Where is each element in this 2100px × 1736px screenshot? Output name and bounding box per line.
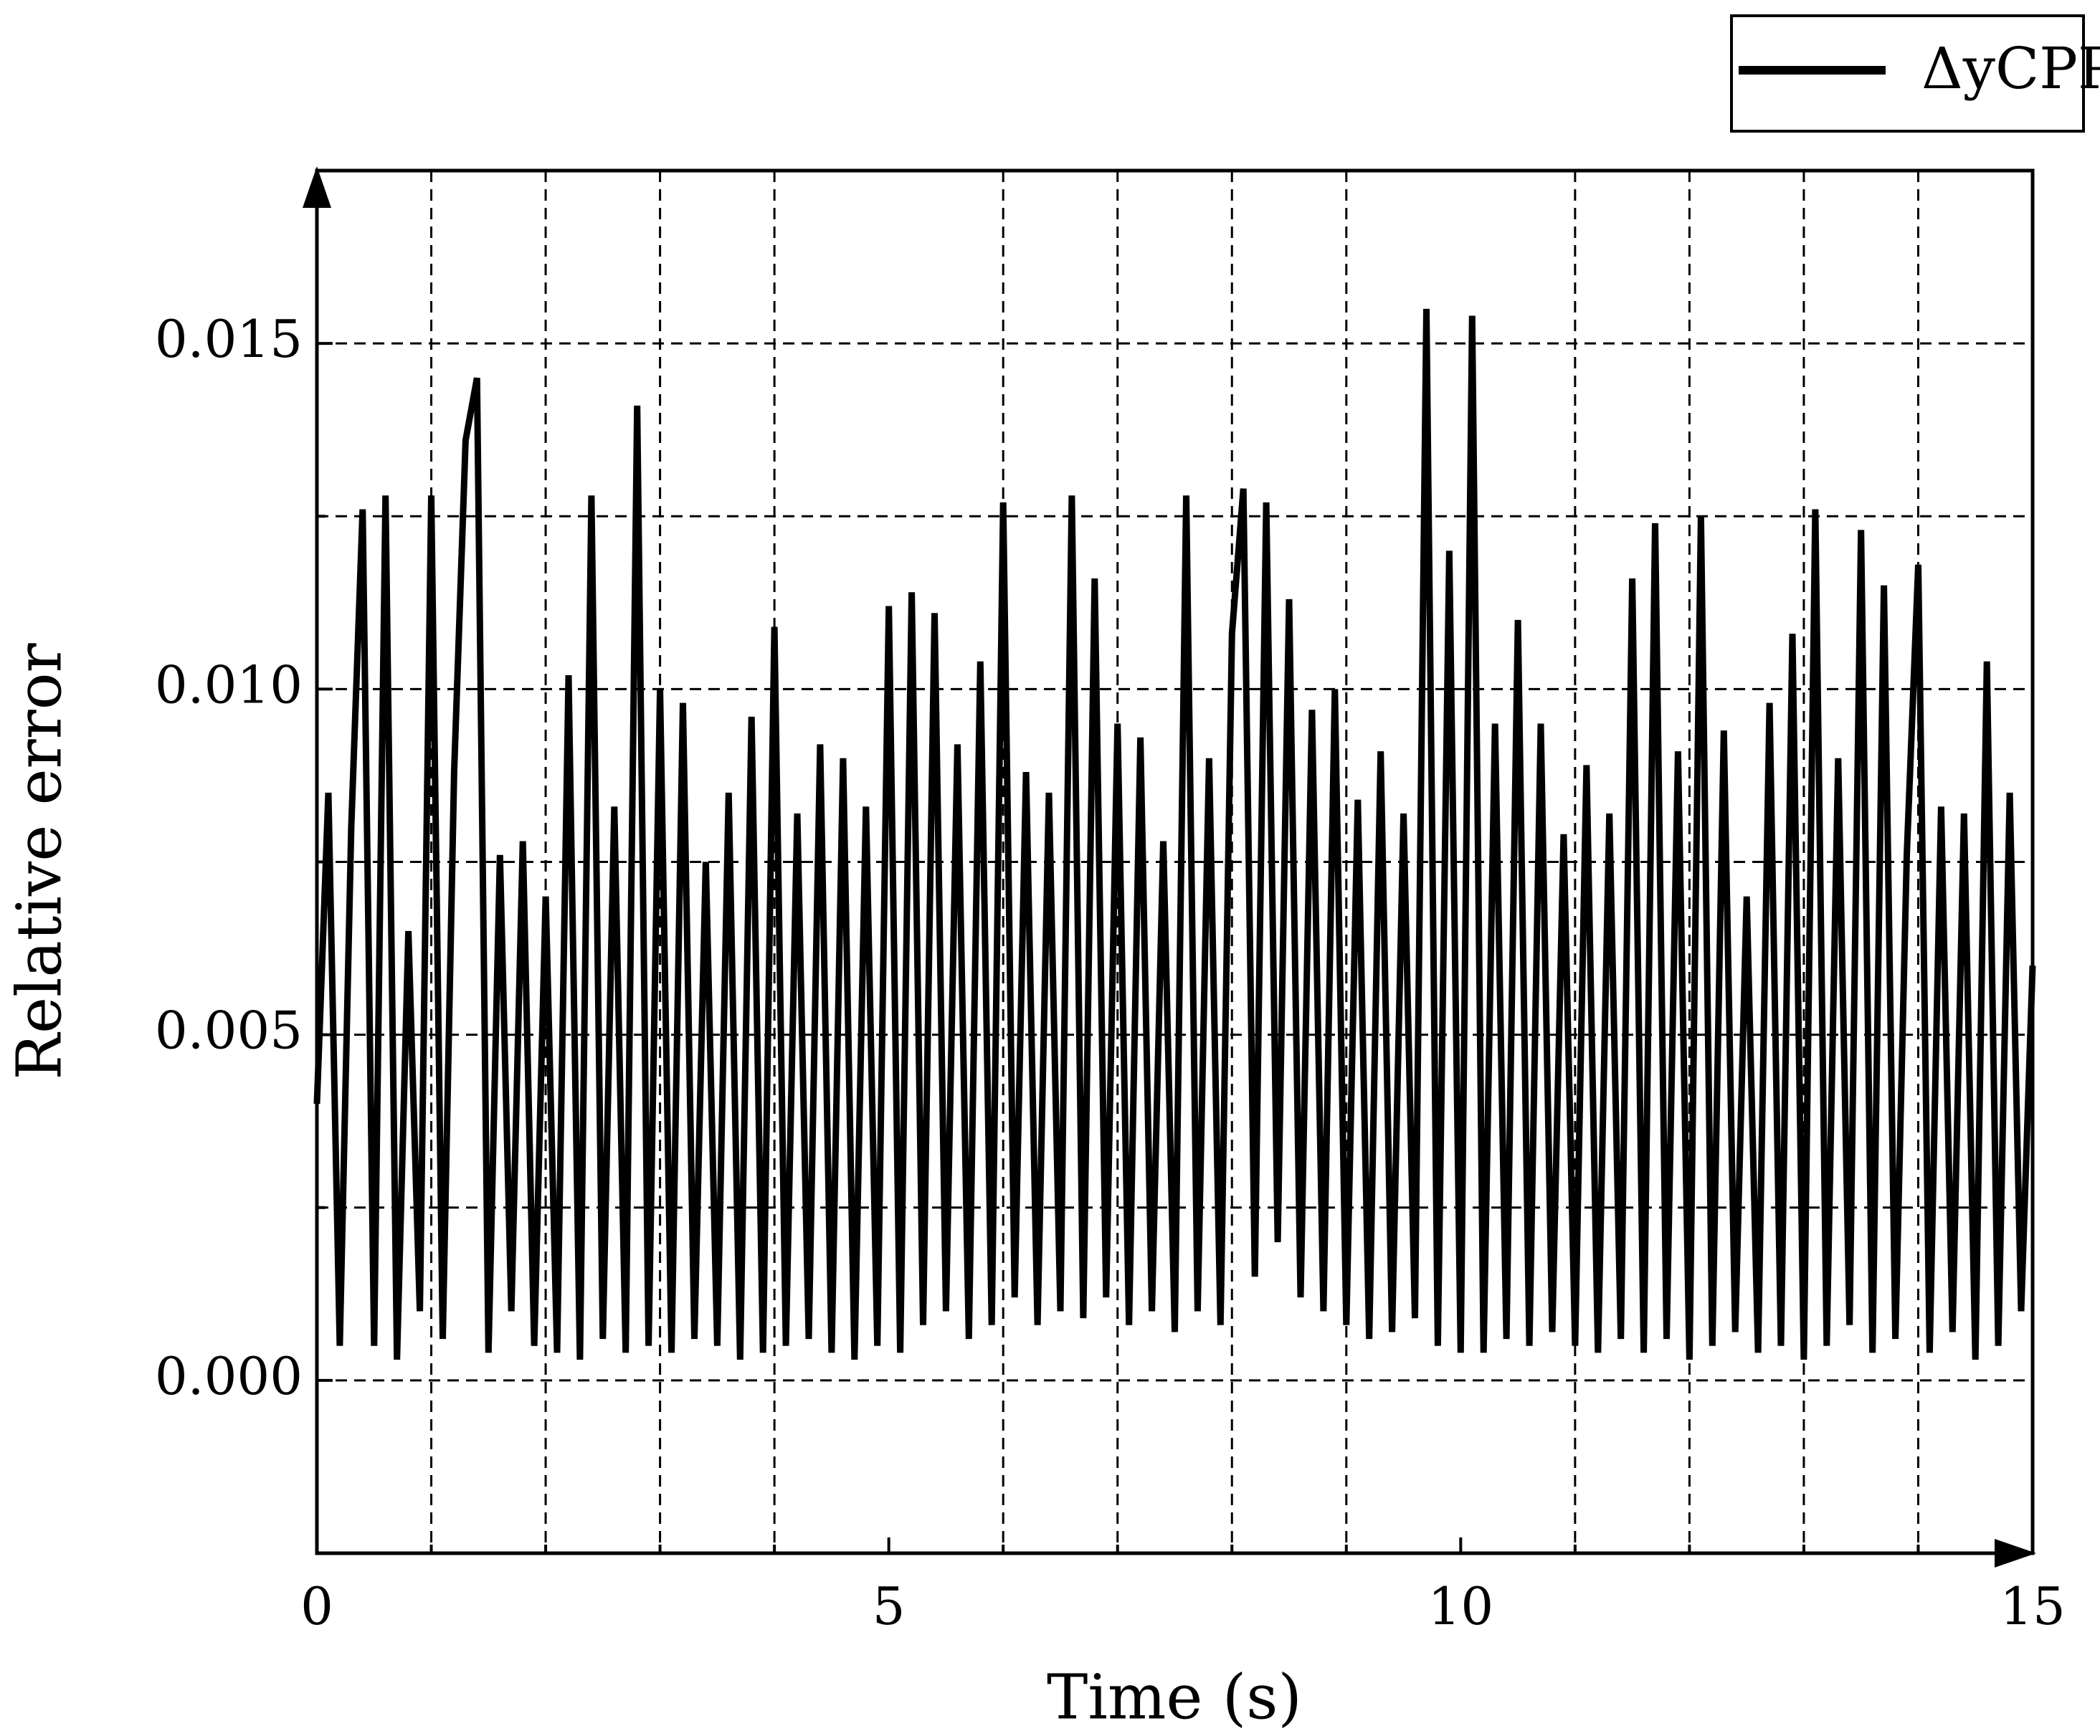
x-tick-label: 15 [2000, 1576, 2066, 1636]
grid [317, 171, 2033, 1553]
data-line [313, 308, 2036, 1360]
x-axis-arrow [1995, 1539, 2036, 1568]
x-axis-label: Time (s) [1047, 1662, 1302, 1734]
x-tick-label: 5 [873, 1576, 906, 1636]
y-tick-label: 0.015 [155, 309, 303, 369]
y-axis-arrow [303, 166, 331, 208]
x-tick-label: 10 [1428, 1576, 1494, 1636]
y-axis-label: Relative error [4, 642, 76, 1079]
legend-label: ΔyCPP [1921, 35, 2100, 102]
legend: ΔyCPP [1730, 14, 2100, 133]
y-tick-label: 0.000 [155, 1346, 303, 1406]
x-tick-label: 0 [300, 1576, 333, 1636]
y-tick-label: 0.010 [155, 654, 303, 715]
y-tick-label: 0.005 [155, 1001, 303, 1061]
axes: 0.000 0.005 0.010 0.015 0 5 10 15 [155, 309, 2066, 1636]
